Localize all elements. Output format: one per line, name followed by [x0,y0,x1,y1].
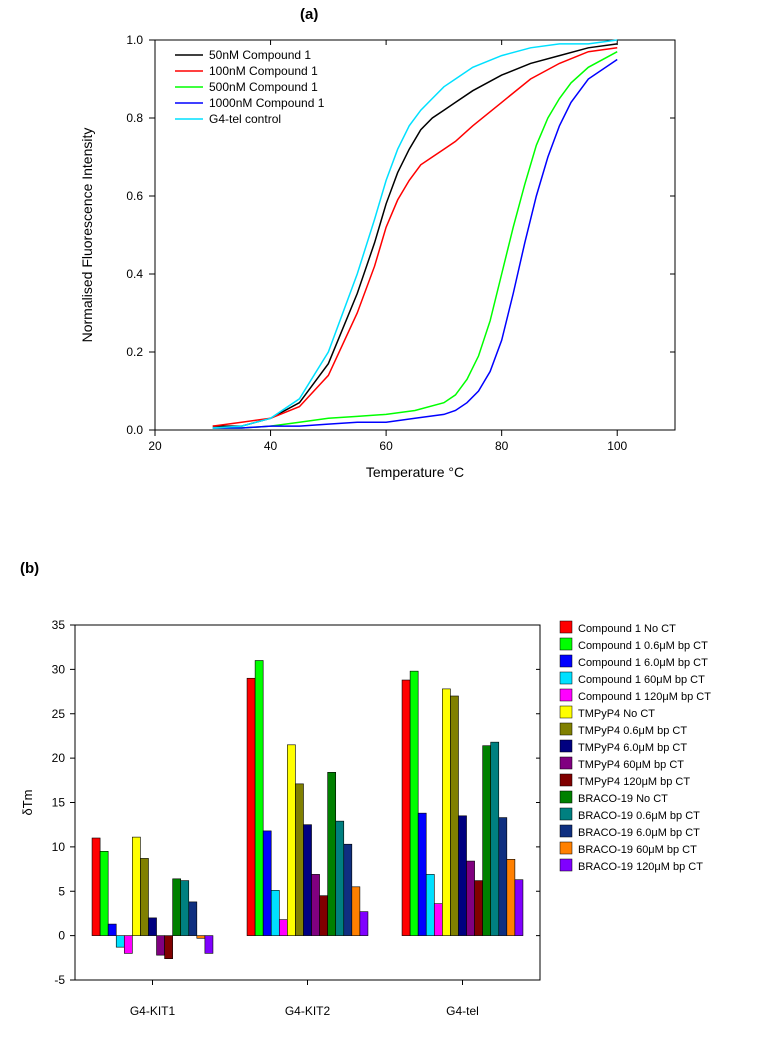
svg-text:TMPyP4 6.0μM bp CT: TMPyP4 6.0μM bp CT [578,742,687,754]
svg-text:1.0: 1.0 [126,33,143,47]
svg-text:40: 40 [264,439,278,453]
svg-text:10: 10 [52,840,66,854]
svg-text:100nM Compound 1: 100nM Compound 1 [209,64,318,78]
svg-text:BRACO-19 0.6μM bp CT: BRACO-19 0.6μM bp CT [578,810,700,822]
svg-text:TMPyP4 60μM bp CT: TMPyP4 60μM bp CT [578,759,684,771]
panel-a-label: (a) [300,6,318,23]
svg-text:25: 25 [52,707,66,721]
svg-text:50nM Compound 1: 50nM Compound 1 [209,48,311,62]
svg-text:80: 80 [495,439,509,453]
svg-text:60: 60 [379,439,393,453]
svg-text:TMPyP4 0.6μM bp CT: TMPyP4 0.6μM bp CT [578,725,687,737]
svg-text:G4-KIT1: G4-KIT1 [130,1004,176,1018]
svg-text:G4-tel control: G4-tel control [209,112,281,126]
svg-text:TMPyP4 120μM bp CT: TMPyP4 120μM bp CT [578,776,690,788]
svg-text:TMPyP4 No CT: TMPyP4 No CT [578,708,655,720]
panel-b-label: (b) [20,560,39,577]
svg-text:Compound 1 60μM bp CT: Compound 1 60μM bp CT [578,674,705,686]
svg-text:Compound 1 120μM bp CT: Compound 1 120μM bp CT [578,691,711,703]
svg-text:-5: -5 [54,973,65,987]
svg-text:0.8: 0.8 [126,111,143,125]
svg-text:Temperature °C: Temperature °C [366,464,464,480]
svg-text:Compound 1 No CT: Compound 1 No CT [578,623,676,635]
svg-text:BRACO-19 6.0μM bp CT: BRACO-19 6.0μM bp CT [578,827,700,839]
line-chart-a: 20 40 60 80 100 0.0 0.2 0.4 0.6 0.8 1.0 Temperature… [70,25,690,495]
svg-text:Normalised Fluorescence Intens: Normalised Fluorescence Intensity [79,128,95,343]
svg-text:G4-tel: G4-tel [446,1004,479,1018]
svg-text:0.2: 0.2 [126,345,143,359]
svg-text:5: 5 [58,884,65,898]
svg-text:0: 0 [58,929,65,943]
svg-text:0.4: 0.4 [126,267,143,281]
svg-text:30: 30 [52,662,66,676]
svg-text:G4-KIT2: G4-KIT2 [285,1004,331,1018]
svg-text:500nM Compound 1: 500nM Compound 1 [209,80,318,94]
svg-text:BRACO-19 120μM bp CT: BRACO-19 120μM bp CT [578,861,703,873]
svg-text:0.6: 0.6 [126,189,143,203]
bar-chart-b: -5 0 5 10 15 20 25 30 35 G4-KIT1 G4-KIT2 G4-tel δTm C… [10,605,765,1045]
svg-text:BRACO-19 60μM bp CT: BRACO-19 60μM bp CT [578,844,697,856]
svg-text:BRACO-19 No CT: BRACO-19 No CT [578,793,668,805]
svg-text:20: 20 [148,439,162,453]
svg-text:Compound 1 6.0μM bp CT: Compound 1 6.0μM bp CT [578,657,708,669]
svg-text:1000nM Compound 1: 1000nM Compound 1 [209,96,325,110]
svg-text:100: 100 [607,439,627,453]
svg-text:0.0: 0.0 [126,423,143,437]
svg-text:Compound 1 0.6μM bp CT: Compound 1 0.6μM bp CT [578,640,708,652]
svg-text:15: 15 [52,796,66,810]
svg-text:35: 35 [52,618,66,632]
figure-container: (a) 204060801000.00.20.40.60.81.0Tempera… [0,0,775,1050]
svg-text:δTm: δTm [20,789,35,815]
svg-text:20: 20 [52,751,66,765]
